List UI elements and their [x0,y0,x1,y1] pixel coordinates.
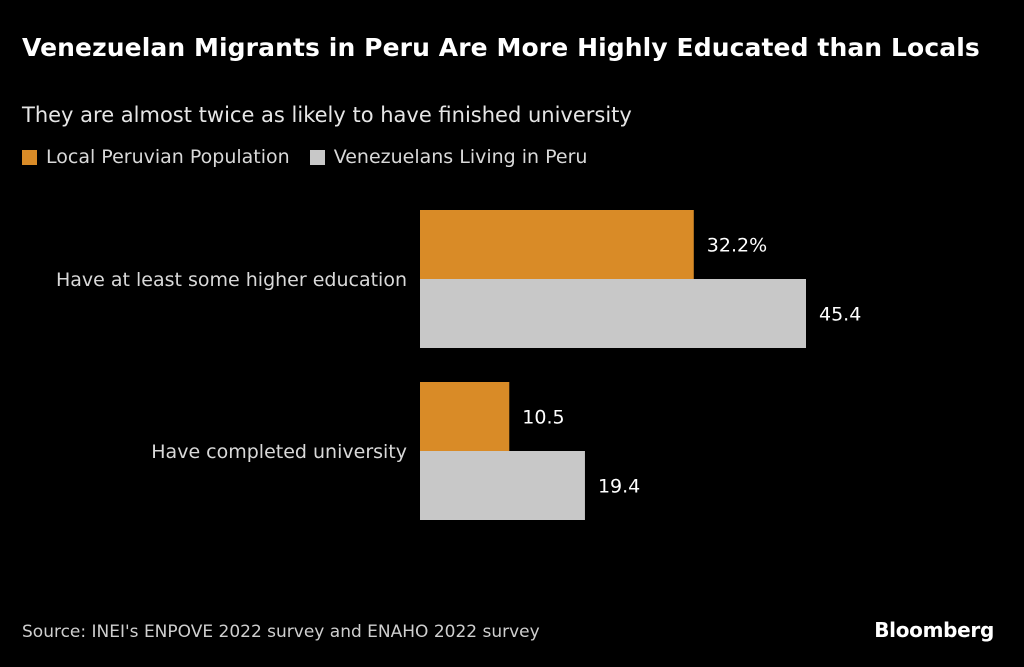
legend: Local Peruvian Population Venezuelans Li… [22,146,607,168]
value-label-venezuelans-living-in-peru-have-completed-university: 19.4 [598,476,640,498]
value-label-local-peruvian-population-have-at-least-some-higher-education: 32.2% [707,235,767,257]
bloomberg-logo: Bloomberg [874,618,994,642]
bar-venezuelans-living-in-peru-have-completed-university [420,451,585,520]
category-label-have-completed-university: Have completed university [151,441,407,463]
legend-item-local: Local Peruvian Population [22,146,290,168]
bar-local-peruvian-population-have-completed-university [420,382,510,451]
bar-venezuelans-living-in-peru-have-at-least-some-higher-education [420,279,806,348]
value-label-local-peruvian-population-have-completed-university: 10.5 [522,407,564,429]
legend-swatch-venezuelans [309,149,325,165]
chart-subtitle: They are almost twice as likely to have … [22,103,632,127]
legend-label-local: Local Peruvian Population [46,146,290,168]
chart-title: Venezuelan Migrants in Peru Are More Hig… [22,33,980,62]
bar-local-peruvian-population-have-at-least-some-higher-education [420,210,694,279]
category-label-have-at-least-some-higher-education: Have at least some higher education [56,269,407,291]
legend-swatch-local [22,149,37,165]
legend-label-venezuelans: Venezuelans Living in Peru [333,146,588,168]
legend-item-venezuelans: Venezuelans Living in Peru [309,146,588,168]
value-label-venezuelans-living-in-peru-have-at-least-some-higher-education: 45.4 [819,304,861,326]
source-note: Source: INEI's ENPOVE 2022 survey and EN… [22,622,540,642]
